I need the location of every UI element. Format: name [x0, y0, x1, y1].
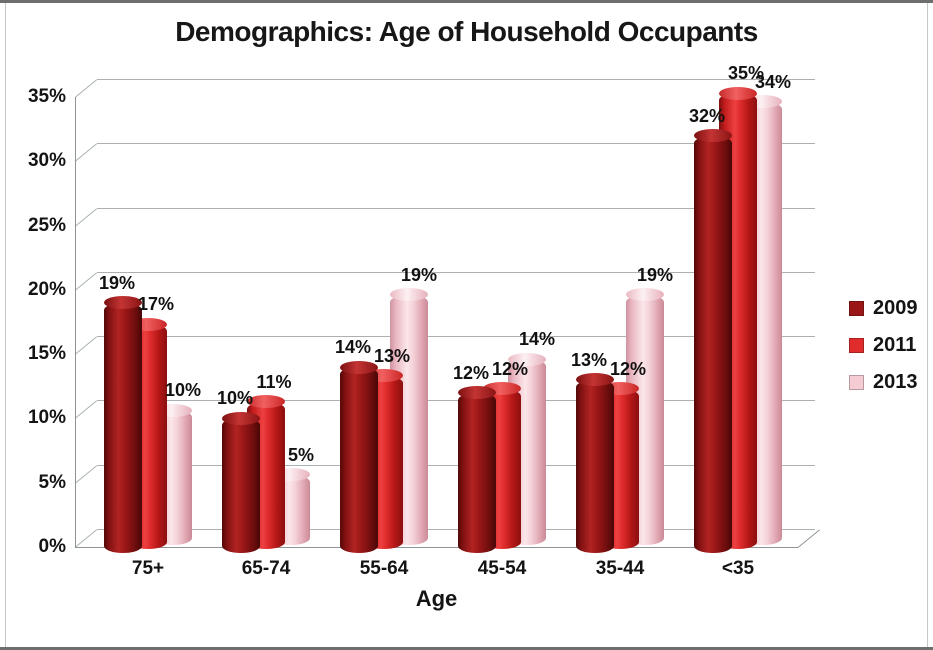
floor-front-edge: [75, 547, 798, 548]
bar-cap-2011-<35: [719, 86, 757, 100]
bar-2009-75+: [104, 302, 142, 553]
bar-value-label-2009-45-54: 12%: [452, 362, 490, 383]
y-axis-tick-label: 0%: [38, 536, 66, 557]
gridline-elbow: [74, 336, 98, 356]
bar-value-label-2009-65-74: 10%: [216, 388, 254, 409]
x-axis-title: Age: [415, 586, 458, 611]
bar-cap-2011-65-74: [247, 395, 285, 409]
bar-cap-2009-65-74: [222, 411, 260, 425]
frame-right-border: [927, 3, 928, 647]
bar-2009-45-54: [458, 392, 496, 553]
bar-value-label-2013-35-44: 19%: [636, 264, 674, 285]
bar-value-label-2009-75+: 19%: [98, 272, 136, 293]
y-axis-tick-label: 30%: [27, 150, 66, 172]
gridline-0%: [97, 529, 815, 530]
y-axis-tick-label: 35%: [27, 86, 66, 107]
bar-cap-2009-55-64: [340, 360, 378, 374]
bar-value-label-2011-35-44: 12%: [609, 358, 647, 379]
legend-label: 2009: [873, 297, 918, 319]
bar-value-label-2011-<35: 35%: [727, 63, 765, 83]
frame-left-border: [5, 3, 6, 647]
y-axis-tick-label: 15%: [27, 343, 66, 365]
gridline-20%: [97, 271, 815, 273]
x-axis-tick-label: 75+: [131, 558, 165, 579]
x-axis-tick-label: 45-54: [477, 558, 527, 579]
x-axis-tick-label: 65-74: [241, 558, 291, 579]
gridline-35%: [97, 79, 815, 80]
frame-top-border: [0, 0, 933, 3]
gridline-30%: [97, 143, 815, 145]
legend-item-2013: 2013: [849, 371, 918, 394]
y-axis-line: [75, 97, 76, 547]
y-axis-tick-label: 10%: [27, 407, 66, 429]
x-axis-tick-label: <35: [721, 558, 755, 579]
bar-cap-2013-45-54: [508, 352, 546, 366]
gridline-elbow: [74, 207, 98, 227]
x-axis-tick-label: 35-44: [595, 558, 645, 579]
legend-label: 2013: [873, 371, 918, 393]
bar-value-label-2013-75+: 10%: [164, 380, 202, 401]
legend-label: 2011: [873, 334, 917, 356]
bar-cap-2009-<35: [694, 129, 732, 143]
bar-cap-2009-45-54: [458, 386, 496, 400]
bar-value-label-2013-55-64: 19%: [400, 264, 438, 285]
legend-item-2011: 2011: [849, 334, 918, 357]
bar-value-label-2011-55-64: 13%: [373, 345, 411, 366]
bar-value-label-2013-<35: 34%: [754, 71, 792, 92]
bar-value-label-2011-45-54: 12%: [491, 358, 529, 379]
bar-cap-2009-35-44: [576, 373, 614, 387]
bar-value-label-2011-75+: 17%: [137, 294, 175, 315]
legend-swatch-icon: [849, 338, 864, 353]
bar-cap-2009-75+: [104, 296, 142, 310]
legend-swatch-icon: [849, 301, 864, 316]
bar-value-label-2013-65-74: 5%: [287, 444, 314, 465]
gridline-15%: [97, 336, 815, 338]
gridline-elbow: [74, 79, 98, 98]
gridline-elbow: [74, 143, 98, 163]
bar-2009-55-64: [340, 367, 378, 553]
floor-right-edge: [797, 529, 821, 548]
legend: 2009 2011 2013: [849, 297, 918, 408]
frame-bottom-border: [0, 647, 933, 650]
x-axis-tick-label: 55-64: [359, 558, 409, 579]
bar-value-label-2011-65-74: 11%: [256, 371, 292, 392]
bar-2009-65-74: [222, 418, 260, 553]
bar-value-label-2009-55-64: 14%: [334, 337, 372, 357]
bar-cap-2013-35-44: [626, 288, 664, 302]
gridline-elbow: [74, 464, 98, 484]
gridline-5%: [97, 464, 815, 466]
chart-title: Demographics: Age of Household Occupants: [175, 16, 758, 47]
bar-value-label-2013-45-54: 14%: [518, 329, 556, 349]
y-axis-tick-label: 25%: [27, 214, 66, 236]
bar-2009-35-44: [576, 379, 614, 553]
gridline-10%: [97, 400, 815, 402]
gridline-elbow: [74, 529, 98, 548]
bar-cap-2013-55-64: [390, 288, 428, 302]
bar-value-label-2009-35-44: 13%: [570, 349, 608, 370]
gridline-elbow: [74, 400, 98, 420]
legend-item-2009: 2009: [849, 297, 918, 320]
y-axis-tick-label: 5%: [38, 471, 66, 493]
legend-swatch-icon: [849, 375, 864, 390]
bar-2009-<35: [694, 135, 732, 553]
y-axis-tick-label: 20%: [27, 278, 66, 300]
bar-value-label-2009-<35: 32%: [688, 105, 726, 126]
gridline-25%: [97, 207, 815, 209]
